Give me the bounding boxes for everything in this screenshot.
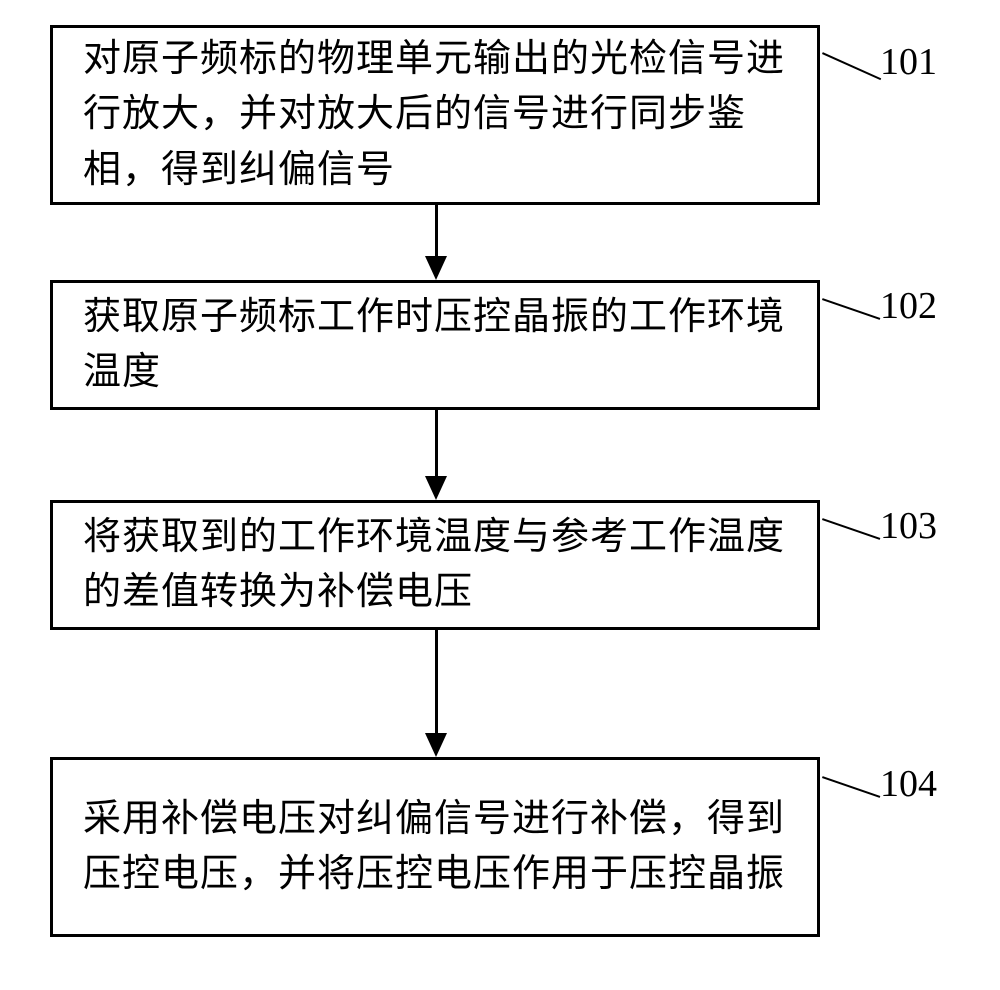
step-103: 将获取到的工作环境温度与参考工作温度的差值转换为补偿电压 xyxy=(50,500,820,630)
step-102-leader xyxy=(822,298,881,320)
arrow-3-head xyxy=(425,733,447,757)
step-104-leader xyxy=(822,776,881,798)
arrow-2-shaft xyxy=(435,410,438,478)
flowchart-canvas: 对原子频标的物理单元输出的光检信号进行放大，并对放大后的信号进行同步鉴相，得到纠… xyxy=(0,0,1000,990)
step-104: 采用补偿电压对纠偏信号进行补偿，得到压控电压，并将压控电压作用于压控晶振 xyxy=(50,757,820,937)
step-104-label: 104 xyxy=(880,762,937,806)
arrow-1-head xyxy=(425,256,447,280)
step-102-text: 获取原子频标工作时压控晶振的工作环境温度 xyxy=(83,290,787,400)
arrow-2-head xyxy=(425,476,447,500)
step-101-leader xyxy=(822,52,881,80)
step-102-label: 102 xyxy=(880,284,937,328)
step-101-label: 101 xyxy=(880,40,937,84)
step-103-label: 103 xyxy=(880,504,937,548)
arrow-1-shaft xyxy=(435,205,438,258)
step-104-text: 采用补偿电压对纠偏信号进行补偿，得到压控电压，并将压控电压作用于压控晶振 xyxy=(83,792,787,902)
step-101-text: 对原子频标的物理单元输出的光检信号进行放大，并对放大后的信号进行同步鉴相，得到纠… xyxy=(83,32,787,197)
step-103-leader xyxy=(822,518,881,540)
step-103-text: 将获取到的工作环境温度与参考工作温度的差值转换为补偿电压 xyxy=(83,510,787,620)
step-102: 获取原子频标工作时压控晶振的工作环境温度 xyxy=(50,280,820,410)
step-101: 对原子频标的物理单元输出的光检信号进行放大，并对放大后的信号进行同步鉴相，得到纠… xyxy=(50,25,820,205)
arrow-3-shaft xyxy=(435,630,438,735)
